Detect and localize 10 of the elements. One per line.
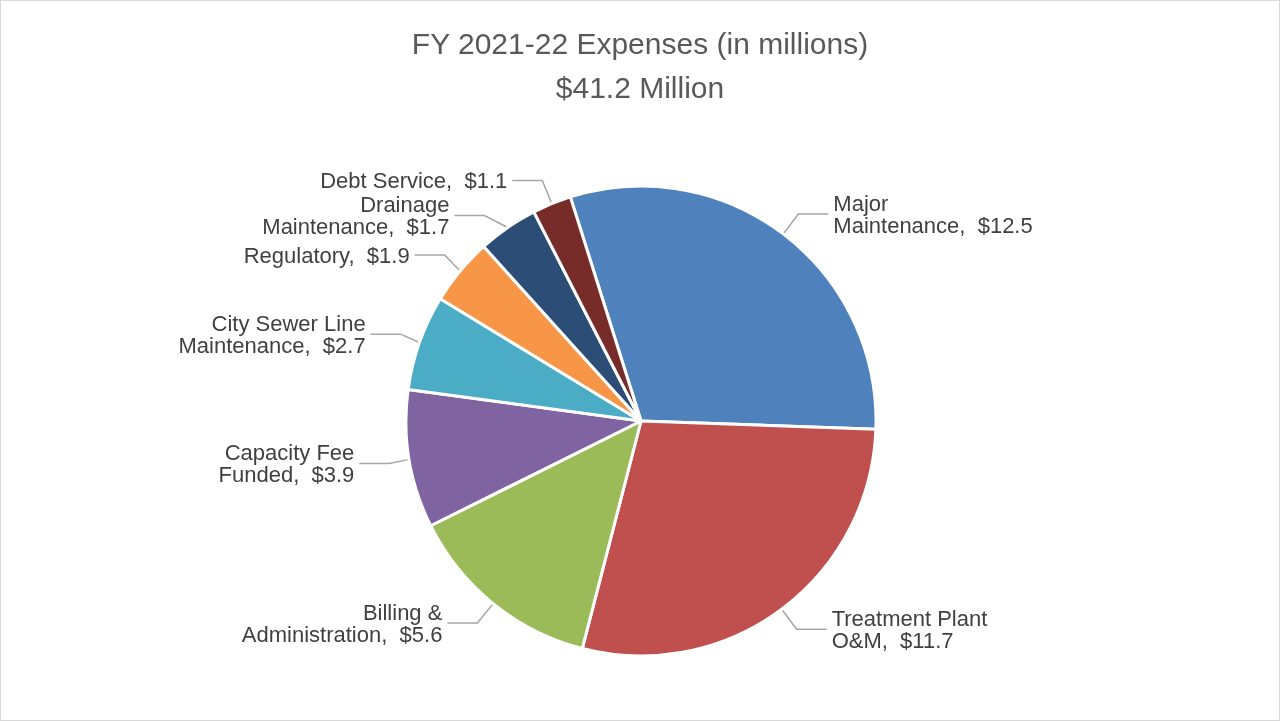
- chart-subtitle: $41.2 Million: [555, 70, 725, 104]
- slice-label: Drainage Maintenance, $1.7: [262, 191, 450, 239]
- slice-label: City Sewer Line Maintenance, $2.7: [178, 310, 366, 358]
- slice-label: Regulatory, $1.9: [243, 242, 410, 268]
- slice-label: Debt Service, $1.1: [320, 167, 508, 193]
- slice-label: Major Maintenance, $12.5: [833, 190, 1033, 238]
- slice-label: Billing & Administration, $5.6: [241, 599, 443, 647]
- slice-label: Treatment Plant O&M, $11.7: [831, 605, 988, 653]
- chart-title: FY 2021-22 Expenses (in millions): [411, 26, 869, 60]
- slice-label: Capacity Fee Funded, $3.9: [218, 439, 355, 487]
